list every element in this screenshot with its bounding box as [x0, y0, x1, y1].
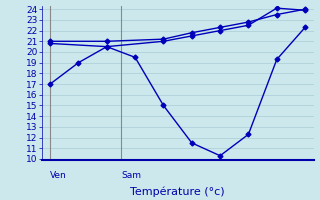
Text: Ven: Ven [50, 171, 67, 180]
Text: Sam: Sam [121, 171, 141, 180]
Text: Température (°c): Température (°c) [130, 186, 225, 197]
